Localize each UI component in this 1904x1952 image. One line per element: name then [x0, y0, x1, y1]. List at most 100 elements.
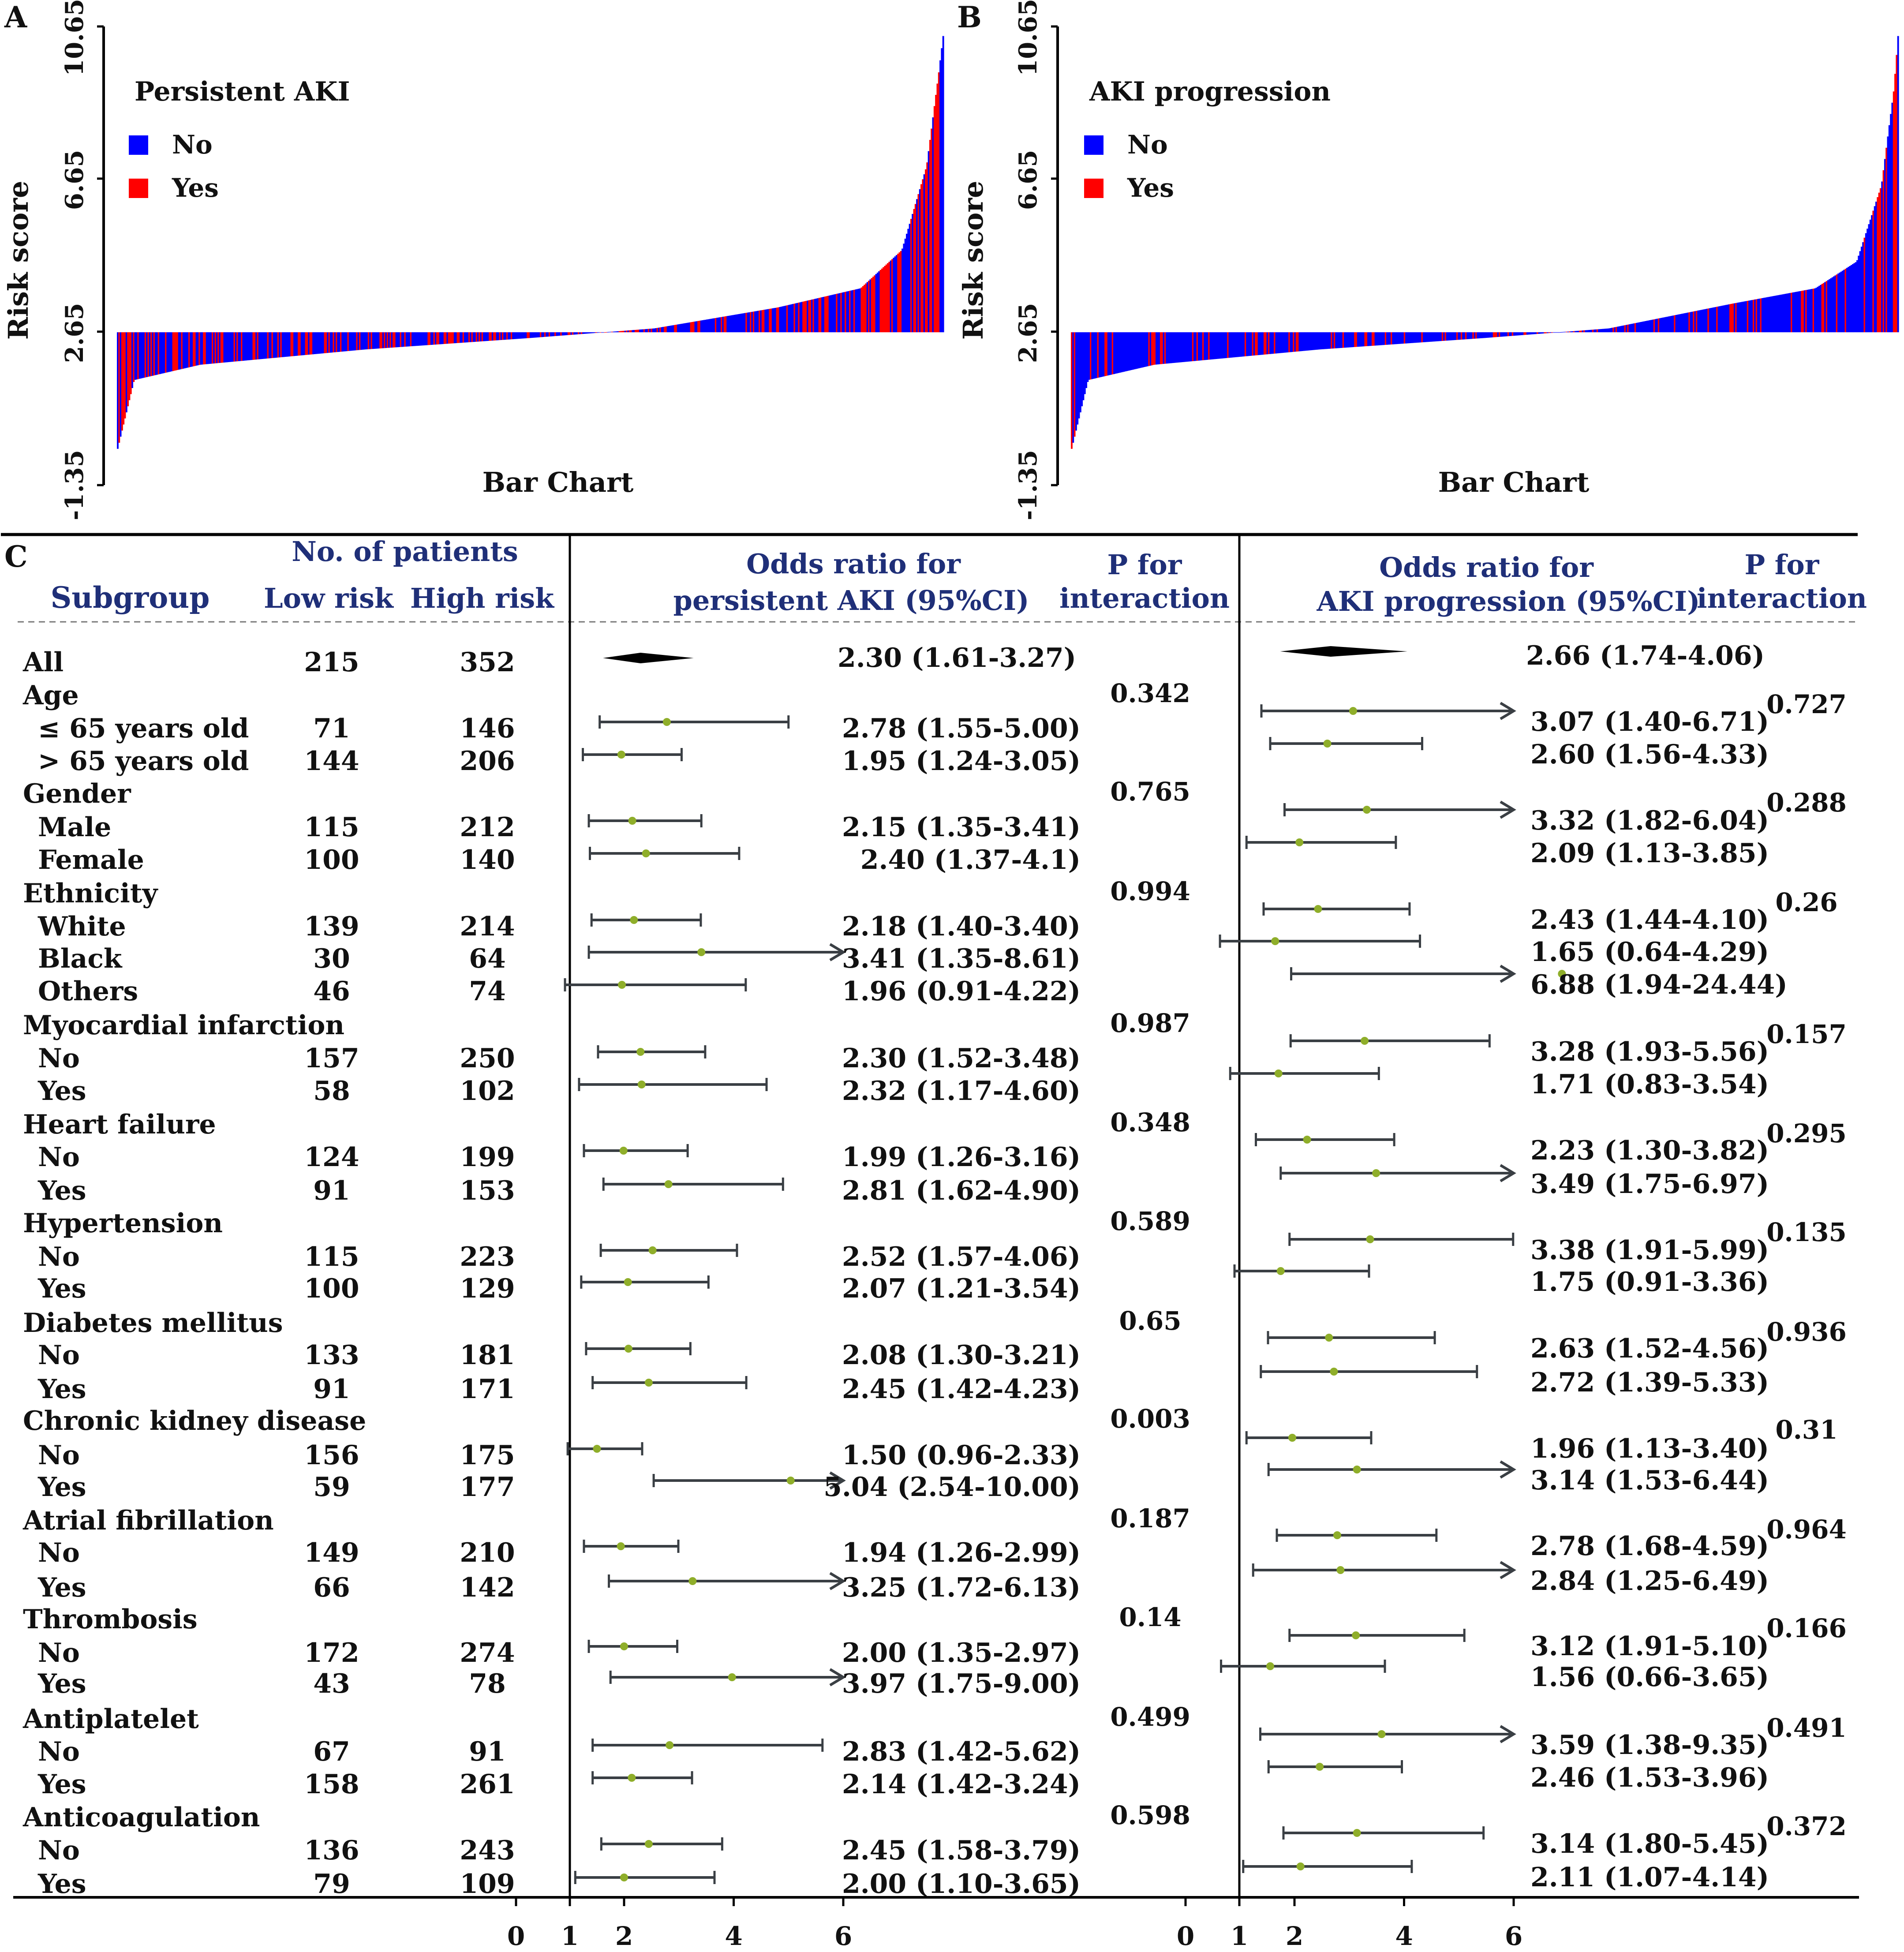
subgroup-level-label: Female [38, 845, 144, 875]
subgroup-level-label: Others [38, 976, 138, 1007]
risk-bar-no [1691, 311, 1693, 333]
risk-bar-no [1867, 228, 1869, 333]
risk-bar-no [1739, 302, 1742, 333]
risk-bar-no [1625, 325, 1627, 333]
risk-bar-yes [699, 321, 701, 333]
risk-bar-no [1290, 332, 1292, 352]
risk-bar-yes [1624, 325, 1626, 333]
risk-bar-no [586, 332, 588, 334]
risk-bar-no [893, 258, 895, 333]
risk-bar-no [1237, 332, 1239, 357]
forest-x-tick-label: 4 [1395, 1921, 1413, 1951]
risk-bar-yes [1735, 303, 1737, 333]
risk-bar-no [232, 332, 234, 362]
risk-bar-no [159, 332, 161, 374]
risk-bar-yes [868, 280, 870, 333]
risk-bar-yes [725, 316, 727, 333]
risk-bar-yes [1297, 332, 1299, 352]
risk-bar-no [1084, 332, 1086, 394]
aki-progression-ci-arrow [1500, 800, 1516, 819]
risk-bar-no [532, 332, 535, 338]
aki-progression-point-estimate [1333, 1531, 1341, 1539]
risk-bar-yes [1894, 74, 1896, 333]
risk-bar-no [1478, 332, 1480, 339]
risk-bar-yes [1227, 332, 1229, 358]
risk-bar-yes [849, 291, 851, 333]
risk-bar-no [1246, 332, 1248, 356]
risk-bar-yes [1255, 332, 1257, 355]
risk-bar-no [1776, 295, 1778, 333]
risk-bar-no [190, 332, 192, 367]
risk-bar-yes [370, 332, 373, 349]
risk-bar-yes [935, 95, 937, 333]
low-risk-count: 71 [313, 713, 350, 744]
risk-bar-no [535, 332, 537, 338]
risk-bar-no [1249, 332, 1251, 356]
risk-bar-no [1132, 332, 1134, 370]
risk-bar-no [281, 332, 284, 357]
risk-bar-no [1352, 332, 1354, 347]
risk-bar-no [1522, 332, 1524, 335]
risk-bar-no [1620, 326, 1622, 333]
risk-bar-no [424, 332, 426, 345]
risk-bar-no [1552, 332, 1555, 333]
risk-bar-no [742, 313, 744, 333]
risk-bar-yes [1752, 299, 1754, 333]
risk-bar-no [1379, 332, 1381, 345]
risk-bar-no [1103, 332, 1105, 377]
risk-bar-yes [1729, 304, 1731, 333]
risk-bar-no [1417, 332, 1419, 343]
risk-bar-no [1761, 298, 1763, 333]
risk-bar-no [1141, 332, 1143, 368]
risk-bar-no [1144, 332, 1146, 367]
odds-ratio-persistent-aki: 2.45 (1.58-3.79) [842, 1835, 1081, 1866]
high-risk-count: 250 [460, 1043, 515, 1074]
risk-bar-no [1185, 332, 1187, 362]
risk-bar-no [916, 199, 918, 333]
odds-ratio-aki-progression: 3.28 (1.93-5.56) [1530, 1036, 1769, 1067]
risk-bar-no [1788, 293, 1790, 333]
risk-bar-no [1136, 332, 1138, 369]
aki-progression-point-estimate [1330, 1368, 1338, 1376]
risk-bar-no [1142, 332, 1145, 367]
risk-bar-no [821, 297, 823, 333]
risk-bar-yes [400, 332, 402, 347]
panel-a-ytick-label: 2.65 [60, 303, 89, 363]
risk-bar-no [295, 332, 297, 356]
risk-bar-no [1109, 332, 1111, 375]
risk-bar-yes [1111, 332, 1114, 374]
risk-bar-no [1519, 332, 1521, 336]
header-subgroup: Subgroup [51, 580, 210, 615]
risk-bar-yes [1695, 310, 1698, 333]
risk-bar-no [553, 332, 555, 337]
risk-bar-no [907, 228, 909, 333]
risk-bar-no [1156, 332, 1157, 365]
panel-b-legend-no: No [1127, 130, 1168, 160]
risk-bar-no [1617, 326, 1619, 333]
risk-bar-no [1638, 322, 1641, 333]
risk-bar-yes [1252, 332, 1254, 356]
panel-a-bars [117, 36, 944, 449]
subgroup-level-label: Yes [37, 1668, 86, 1699]
risk-bar-no [397, 332, 399, 348]
persistent-aki-point-estimate [617, 1542, 625, 1550]
panel-b-legend-yes: Yes [1127, 173, 1174, 203]
p-interaction-aki-progression: 0.295 [1766, 1118, 1847, 1148]
risk-bar-yes [241, 332, 243, 361]
risk-bar-no [846, 291, 848, 333]
risk-bar-no [1515, 332, 1517, 336]
p-interaction-persistent-aki: 0.589 [1110, 1206, 1190, 1236]
risk-bar-yes [1342, 332, 1344, 348]
risk-bar-no [939, 60, 941, 333]
risk-bar-yes [1579, 330, 1581, 333]
risk-bar-no [561, 332, 564, 336]
risk-bar-no [1135, 332, 1137, 369]
risk-bar-no [262, 332, 265, 359]
risk-bar-yes [393, 332, 394, 348]
risk-bar-yes [1825, 281, 1828, 333]
risk-bar-no [613, 331, 615, 333]
risk-bar-no [1367, 332, 1369, 346]
odds-ratio-persistent-aki: 2.00 (1.10-3.65) [842, 1869, 1081, 1900]
risk-bar-no [1458, 332, 1460, 340]
